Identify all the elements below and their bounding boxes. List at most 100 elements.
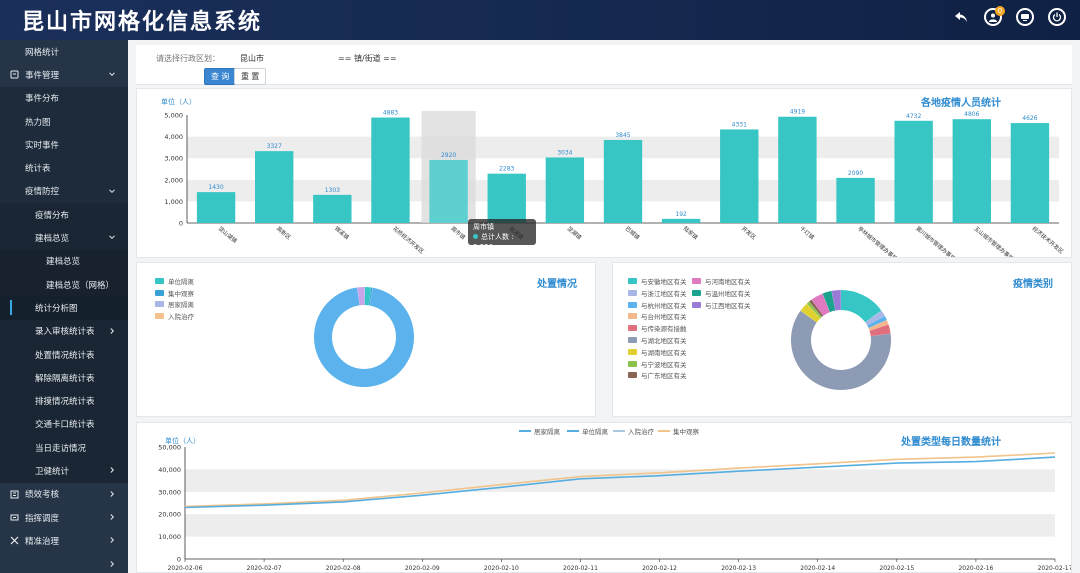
bar-tooltip: 周市镇 总计人数 : 2,920 — [468, 219, 536, 251]
legend-item[interactable]: 与浙江地区有关 — [628, 288, 687, 298]
donut-slice-1[interactable] — [865, 310, 885, 326]
bar-14[interactable] — [1010, 123, 1050, 223]
power-icon[interactable] — [1048, 8, 1066, 26]
sidebar-item-19[interactable]: 绩效考核 — [0, 483, 128, 506]
sidebar-item-7[interactable]: 疫情分布 — [0, 203, 128, 227]
legend-item[interactable]: 与宁波地区有关 — [628, 359, 687, 369]
legend-item[interactable]: 与湖南地区有关 — [628, 347, 687, 357]
sidebar-item-12[interactable]: 录入审核统计表 — [0, 319, 128, 343]
bar-12[interactable] — [894, 120, 933, 223]
bar-4[interactable] — [429, 159, 468, 223]
y-tick-label: 3,000 — [164, 155, 183, 163]
donut-slice-6[interactable] — [800, 303, 821, 323]
legend-item[interactable]: 与河南地区有关 — [692, 276, 751, 286]
sidebar-item-1[interactable]: 事件管理 — [0, 63, 128, 86]
sidebar-item-label: 指挥调度 — [25, 513, 60, 524]
sidebar-item-10[interactable]: 建档总览（网格） — [0, 272, 128, 297]
town-select[interactable]: == 镇/街道 == — [338, 54, 397, 63]
line-legend-item[interactable]: 居家隔离 — [519, 426, 560, 436]
sidebar-item-3[interactable]: 热力图 — [0, 109, 128, 134]
legend-item[interactable]: 集中观察 — [155, 288, 194, 298]
legend-item[interactable]: 与台州地区有关 — [628, 311, 687, 321]
sidebar-item-20[interactable]: 指挥调度 — [0, 506, 128, 529]
y-tick-label: 1,000 — [164, 198, 183, 206]
donut-slice-3[interactable] — [357, 287, 365, 306]
legend-item[interactable]: 与传染源有接触 — [628, 323, 687, 333]
line-legend-swatch — [519, 430, 531, 432]
sidebar-item-11[interactable]: 统计分析图 — [0, 296, 128, 320]
legend-item[interactable]: 单位隔离 — [155, 276, 194, 286]
line-series-集中观察[interactable] — [184, 452, 1056, 508]
sidebar-item-21[interactable]: 精准治理 — [0, 529, 128, 552]
bar-1[interactable] — [255, 151, 294, 223]
legend-item[interactable]: 与江西地区有关 — [692, 300, 751, 310]
bar-13[interactable] — [952, 119, 991, 223]
x-tick-label: 2020-02-17 — [1038, 565, 1071, 572]
bar-2[interactable] — [313, 194, 352, 223]
donut-slice-4[interactable] — [869, 324, 891, 337]
donut-slice-8[interactable] — [809, 299, 824, 317]
donut-slice-0[interactable] — [364, 287, 372, 306]
bar-3[interactable] — [371, 117, 410, 223]
sidebar-item-15[interactable]: 排摸情况统计表 — [0, 389, 128, 413]
line-legend-item[interactable]: 入院治疗 — [613, 426, 654, 436]
donut-slice-10[interactable] — [822, 290, 836, 313]
tooltip-value: 2,920 — [473, 243, 494, 251]
donut-slice-2[interactable] — [314, 287, 414, 387]
legend-label: 与河南地区有关 — [705, 278, 751, 286]
sidebar-item-16[interactable]: 交通卡口统计表 — [0, 412, 128, 437]
bar-6[interactable] — [545, 157, 585, 223]
legend-item[interactable]: 入院治疗 — [155, 311, 194, 321]
legend-item[interactable]: 与安徽地区有关 — [628, 276, 687, 286]
display-icon[interactable] — [1016, 8, 1034, 26]
sidebar-item-0[interactable]: 网格统计 — [0, 40, 128, 63]
bar-7[interactable] — [603, 139, 643, 223]
disposal-panel: 处置情况 单位隔离 集中观察 居家隔离 入院治疗 — [136, 262, 596, 417]
sidebar-item-22[interactable] — [0, 553, 128, 573]
reset-button[interactable]: 重 置 — [234, 68, 267, 85]
sidebar-item-label: 录入审核统计表 — [35, 327, 95, 338]
grid-band — [185, 514, 1055, 537]
bar-8[interactable] — [661, 218, 701, 223]
sidebar-item-6[interactable]: 疫情防控 — [0, 179, 128, 204]
donut-slice-11[interactable] — [831, 290, 841, 311]
sidebar-item-18[interactable]: 卫健统计 — [0, 459, 128, 483]
sidebar-item-14[interactable]: 解除隔离统计表 — [0, 366, 128, 390]
legend-label: 与温州地区有关 — [705, 289, 751, 298]
donut-slice-2[interactable] — [867, 315, 887, 328]
sidebar-item-4[interactable]: 实时事件 — [0, 133, 128, 157]
sidebar-item-2[interactable]: 事件分布 — [0, 86, 128, 110]
bar-9[interactable] — [720, 129, 759, 223]
donut-slice-0[interactable] — [841, 290, 882, 323]
line-legend-item[interactable]: 单位隔离 — [567, 426, 608, 436]
back-icon[interactable] — [952, 8, 970, 26]
sidebar-item-17[interactable]: 当日走访情况 — [0, 436, 128, 460]
legend-item[interactable]: 与温州地区有关 — [692, 288, 751, 298]
legend-item[interactable]: 与广东地区有关 — [628, 370, 687, 380]
sidebar-item-13[interactable]: 处置情况统计表 — [0, 342, 128, 367]
legend-item[interactable]: 与杭州地区有关 — [628, 300, 687, 310]
donut-slice-5[interactable] — [791, 310, 891, 390]
legend-item[interactable]: 居家隔离 — [155, 299, 194, 309]
bar-11[interactable] — [836, 177, 875, 223]
query-button[interactable]: 查 询 — [204, 68, 237, 85]
donut-slice-9[interactable] — [811, 293, 830, 316]
user-icon[interactable]: 0 — [984, 6, 1005, 26]
bar-5[interactable] — [487, 173, 526, 223]
x-tick-label: 巴城镇 — [624, 224, 642, 241]
donut-slice-1[interactable] — [368, 287, 373, 306]
donut-slice-3[interactable] — [868, 320, 889, 331]
line-legend-item[interactable]: 集中观察 — [658, 426, 699, 436]
sidebar-item-5[interactable]: 统计表 — [0, 156, 128, 180]
legend-label: 与宁波地区有关 — [641, 360, 687, 369]
sidebar-item-8[interactable]: 建档总览 — [0, 226, 128, 250]
legend-swatch — [628, 325, 637, 332]
sidebar-item-9[interactable]: 建档总览 — [0, 249, 128, 273]
city-select[interactable]: 昆山市 — [240, 54, 264, 63]
donut-slice-7[interactable] — [806, 301, 822, 319]
chevron-right-icon — [108, 466, 116, 474]
legend-item[interactable]: 与湖北地区有关 — [628, 335, 687, 345]
line-series-居家隔离[interactable] — [184, 456, 1056, 509]
bar-0[interactable] — [196, 192, 236, 223]
bar-10[interactable] — [778, 116, 817, 223]
